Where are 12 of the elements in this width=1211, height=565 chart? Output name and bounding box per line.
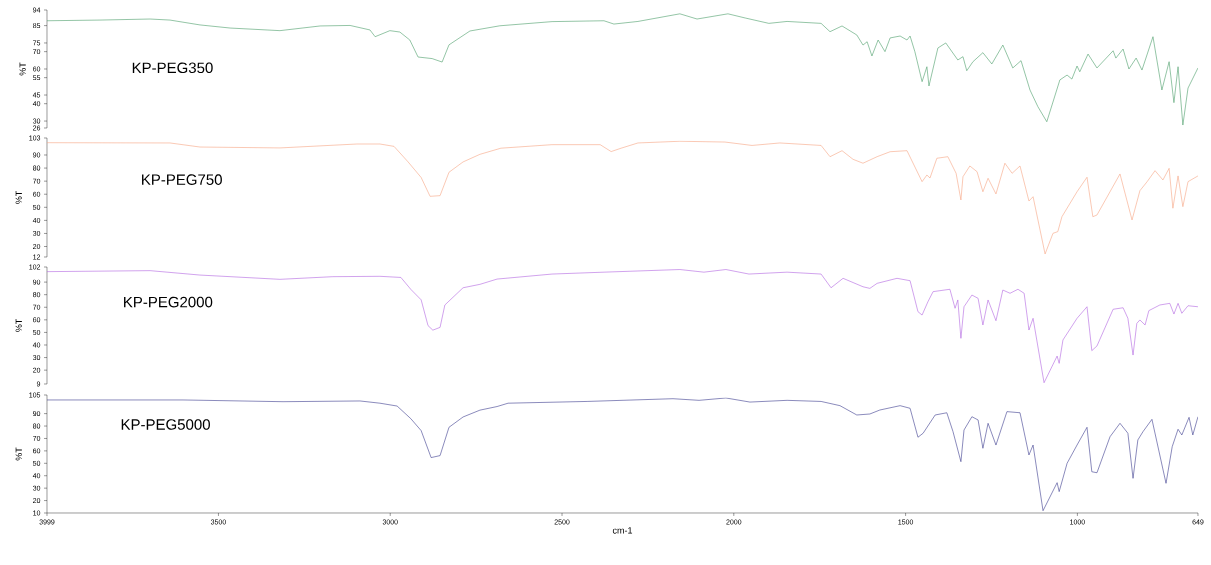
y-axis-title: %T: [15, 318, 22, 332]
line-series: [47, 140, 1198, 255]
text: KP-PEG350: [132, 62, 213, 74]
line-series: [47, 13, 1198, 126]
series-label: KP-PEG2000: [124, 296, 213, 308]
y-axis-title: %T: [15, 190, 22, 204]
x-axis-title: cm-1: [612, 527, 633, 534]
series-label: KP-PEG5000: [121, 419, 210, 430]
line-series: [47, 269, 1198, 384]
series-label: KP-PEG750: [142, 174, 222, 185]
y-axis-title: %T: [15, 447, 22, 461]
y-axis-title: %T: [19, 62, 26, 76]
